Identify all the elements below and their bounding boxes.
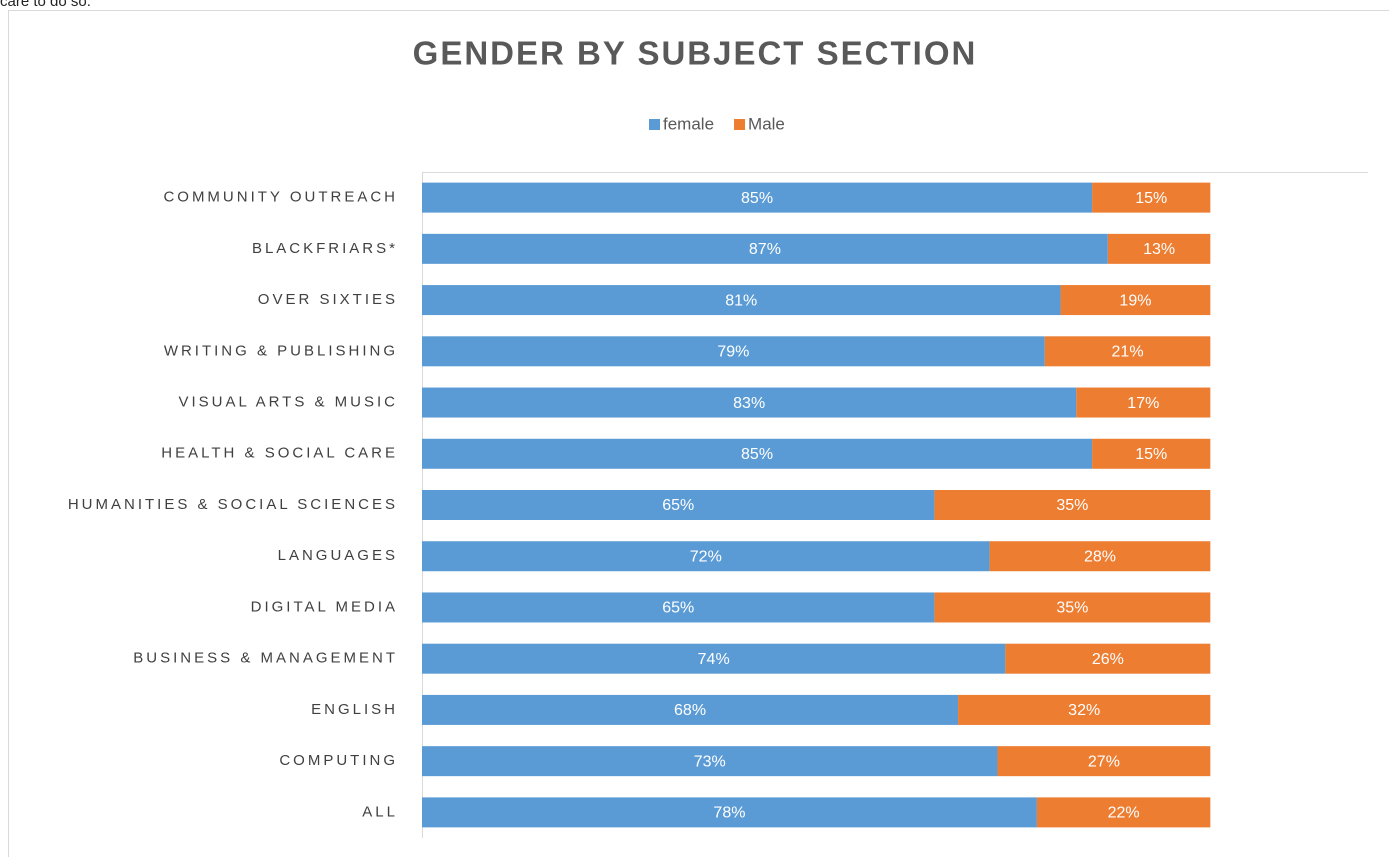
bar-segment	[422, 592, 935, 623]
value-label: 83%	[733, 395, 765, 412]
category-label: BUSINESS & MANAGEMENT	[133, 650, 398, 667]
bar-segment	[989, 541, 1211, 572]
bar-segment	[422, 387, 1077, 418]
value-label: 68%	[674, 702, 706, 719]
value-label: 21%	[1112, 344, 1144, 361]
bar-segment	[1005, 643, 1211, 674]
category-label: WRITING & PUBLISHING	[164, 342, 398, 359]
value-label: 85%	[741, 446, 773, 463]
bar-segment	[422, 643, 1006, 674]
value-label: 15%	[1135, 446, 1167, 463]
value-label: 17%	[1127, 395, 1159, 412]
chart-title: GENDER BY SUBJECT SECTION	[413, 35, 978, 72]
value-label: 19%	[1119, 292, 1151, 309]
legend-label: Male	[748, 114, 785, 133]
value-label: 85%	[741, 190, 773, 207]
legend-label: female	[663, 114, 714, 133]
value-label: 72%	[690, 548, 722, 565]
category-label: COMMUNITY OUTREACH	[163, 189, 398, 206]
value-label: 22%	[1108, 805, 1140, 822]
category-label: HEALTH & SOCIAL CARE	[161, 445, 398, 462]
bar-segment	[1076, 387, 1211, 418]
value-label: 78%	[713, 805, 745, 822]
value-label: 81%	[725, 292, 757, 309]
bar-segment	[934, 592, 1211, 623]
bar-segment	[1092, 182, 1211, 213]
category-label: ENGLISH	[311, 701, 398, 718]
bar-segment	[422, 182, 1093, 213]
category-label: DIGITAL MEDIA	[251, 598, 398, 615]
chart-frame	[8, 10, 1389, 857]
legend-swatch	[734, 119, 746, 130]
category-label: OVER SIXTIES	[258, 291, 398, 308]
value-label: 73%	[694, 753, 726, 770]
value-label: 13%	[1143, 241, 1175, 258]
bar-segment	[1036, 797, 1211, 828]
category-label: BLACKFRIARS*	[252, 240, 398, 257]
value-label: 27%	[1088, 753, 1120, 770]
value-label: 87%	[749, 241, 781, 258]
bar-segment	[422, 694, 959, 725]
bar-segment	[422, 746, 998, 777]
bar-segment	[1044, 336, 1211, 367]
bar-segment	[422, 233, 1108, 264]
bar-segment	[958, 694, 1211, 725]
category-label: VISUAL ARTS & MUSIC	[178, 394, 398, 411]
category-label: LANGUAGES	[278, 547, 398, 564]
value-label: 26%	[1092, 651, 1124, 668]
bar-segment	[422, 438, 1093, 469]
category-label: COMPUTING	[279, 752, 398, 769]
value-label: 15%	[1135, 190, 1167, 207]
value-label: 35%	[1056, 600, 1088, 617]
bar-segment	[934, 490, 1211, 520]
intro-text: care to do so.	[0, 0, 91, 10]
bar-segment	[422, 336, 1045, 367]
bar-segment	[422, 490, 935, 520]
value-label: 65%	[662, 497, 694, 514]
value-label: 74%	[698, 651, 730, 668]
legend-swatch	[649, 119, 660, 130]
category-label: ALL	[362, 803, 398, 820]
value-label: 79%	[717, 344, 749, 361]
value-label: 32%	[1068, 702, 1100, 719]
value-label: 28%	[1084, 548, 1116, 565]
category-label: HUMANITIES & SOCIAL SCIENCES	[68, 496, 398, 513]
bar-segment	[422, 541, 990, 572]
bar-segment	[422, 285, 1061, 316]
bar-segment	[1107, 233, 1211, 264]
bar-segment	[997, 746, 1211, 777]
bar-segment	[1092, 438, 1211, 469]
value-label: 35%	[1056, 497, 1088, 514]
value-label: 65%	[662, 600, 694, 617]
bar-segment	[1060, 285, 1211, 316]
bar-segment	[422, 797, 1037, 828]
